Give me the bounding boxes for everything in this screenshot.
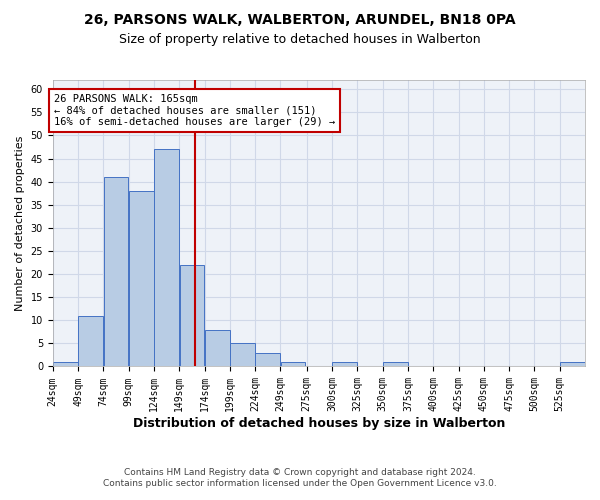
- Text: 26, PARSONS WALK, WALBERTON, ARUNDEL, BN18 0PA: 26, PARSONS WALK, WALBERTON, ARUNDEL, BN…: [84, 12, 516, 26]
- Text: 26 PARSONS WALK: 165sqm
← 84% of detached houses are smaller (151)
16% of semi-d: 26 PARSONS WALK: 165sqm ← 84% of detache…: [54, 94, 335, 127]
- Bar: [560, 362, 585, 366]
- Bar: [154, 150, 179, 366]
- Bar: [230, 344, 255, 366]
- Bar: [332, 362, 357, 366]
- Bar: [281, 362, 305, 366]
- Bar: [79, 316, 103, 366]
- Bar: [179, 265, 204, 366]
- Y-axis label: Number of detached properties: Number of detached properties: [15, 136, 25, 311]
- Text: Size of property relative to detached houses in Walberton: Size of property relative to detached ho…: [119, 32, 481, 46]
- X-axis label: Distribution of detached houses by size in Walberton: Distribution of detached houses by size …: [133, 417, 505, 430]
- Text: Contains HM Land Registry data © Crown copyright and database right 2024.
Contai: Contains HM Land Registry data © Crown c…: [103, 468, 497, 487]
- Bar: [383, 362, 407, 366]
- Bar: [53, 362, 78, 366]
- Bar: [129, 191, 154, 366]
- Bar: [256, 352, 280, 366]
- Bar: [104, 177, 128, 366]
- Bar: [205, 330, 230, 366]
